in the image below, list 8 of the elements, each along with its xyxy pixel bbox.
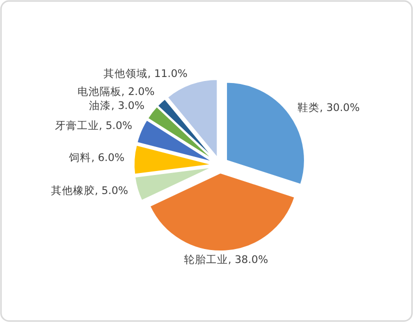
slice-label: 轮胎工业, 38.0% <box>184 254 268 268</box>
slice-label: 鞋类, 30.0% <box>298 102 360 116</box>
slice-label: 饲料, 6.0% <box>69 152 125 166</box>
slice-label: 其他领域, 11.0% <box>103 68 188 82</box>
slice-label: 油漆, 3.0% <box>89 100 144 113</box>
slice-label: 电池隔板, 2.0% <box>77 86 155 99</box>
slice-label: 牙膏工业, 5.0% <box>54 120 132 134</box>
slice-label: 其他橡胶, 5.0% <box>50 185 128 198</box>
